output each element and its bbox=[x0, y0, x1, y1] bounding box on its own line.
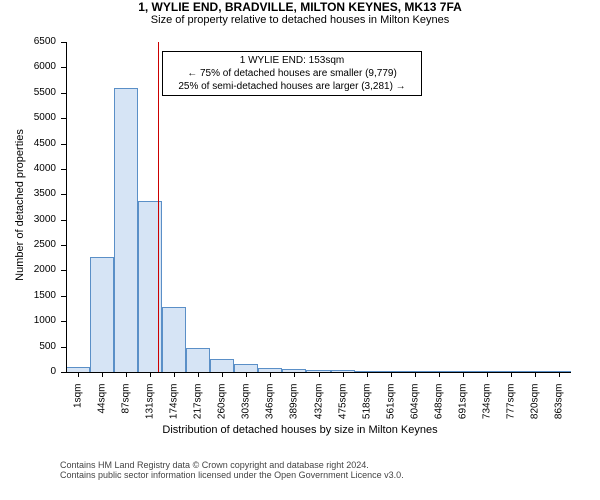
ytick-label: 3500 bbox=[0, 188, 56, 199]
ytick-mark bbox=[61, 296, 66, 297]
xtick-mark bbox=[198, 372, 199, 377]
ytick-mark bbox=[61, 245, 66, 246]
xtick-mark bbox=[246, 372, 247, 377]
ytick-mark bbox=[61, 67, 66, 68]
xtick-mark bbox=[415, 372, 416, 377]
xtick-mark bbox=[343, 372, 344, 377]
xtick-mark bbox=[78, 372, 79, 377]
xtick-mark bbox=[319, 372, 320, 377]
ytick-label: 5000 bbox=[0, 112, 56, 123]
ytick-mark bbox=[61, 347, 66, 348]
bar bbox=[210, 359, 234, 372]
bar bbox=[234, 364, 258, 372]
bar bbox=[186, 348, 210, 372]
bar bbox=[90, 257, 114, 372]
ytick-mark bbox=[61, 220, 66, 221]
ytick-mark bbox=[61, 194, 66, 195]
xtick-mark bbox=[511, 372, 512, 377]
xtick-mark bbox=[367, 372, 368, 377]
ytick-label: 1000 bbox=[0, 315, 56, 326]
xtick-mark bbox=[174, 372, 175, 377]
xtick-mark bbox=[150, 372, 151, 377]
xtick-mark bbox=[222, 372, 223, 377]
bar bbox=[114, 88, 138, 372]
ytick-label: 1500 bbox=[0, 290, 56, 301]
ytick-label: 0 bbox=[0, 366, 56, 377]
ytick-label: 4000 bbox=[0, 163, 56, 174]
y-axis-label: Number of detached properties bbox=[14, 115, 26, 295]
ytick-mark bbox=[61, 144, 66, 145]
bar bbox=[162, 307, 186, 372]
ytick-mark bbox=[61, 321, 66, 322]
reference-line bbox=[158, 42, 159, 372]
xtick-mark bbox=[102, 372, 103, 377]
ytick-label: 6000 bbox=[0, 61, 56, 72]
ytick-label: 2000 bbox=[0, 264, 56, 275]
ytick-mark bbox=[61, 42, 66, 43]
xtick-mark bbox=[487, 372, 488, 377]
annotation-box: 1 WYLIE END: 153sqm ← 75% of detached ho… bbox=[162, 51, 422, 96]
ytick-mark bbox=[61, 270, 66, 271]
ytick-label: 6500 bbox=[0, 36, 56, 47]
xtick-mark bbox=[126, 372, 127, 377]
xtick-mark bbox=[439, 372, 440, 377]
ytick-mark bbox=[61, 93, 66, 94]
xtick-mark bbox=[463, 372, 464, 377]
ytick-label: 4500 bbox=[0, 138, 56, 149]
ytick-mark bbox=[61, 118, 66, 119]
xtick-mark bbox=[535, 372, 536, 377]
annotation-line3: 25% of semi-detached houses are larger (… bbox=[169, 80, 415, 93]
xtick-mark bbox=[391, 372, 392, 377]
xtick-mark bbox=[270, 372, 271, 377]
ytick-label: 5500 bbox=[0, 87, 56, 98]
footer-line2: Contains public sector information licen… bbox=[60, 470, 404, 480]
annotation-line1: 1 WYLIE END: 153sqm bbox=[169, 54, 415, 67]
footer-line1: Contains HM Land Registry data © Crown c… bbox=[60, 460, 404, 470]
ytick-mark bbox=[61, 372, 66, 373]
xtick-mark bbox=[294, 372, 295, 377]
xtick-mark bbox=[559, 372, 560, 377]
ytick-label: 2500 bbox=[0, 239, 56, 250]
page-title: 1, WYLIE END, BRADVILLE, MILTON KEYNES, … bbox=[0, 0, 600, 14]
footer-attribution: Contains HM Land Registry data © Crown c… bbox=[60, 460, 404, 480]
ytick-label: 500 bbox=[0, 341, 56, 352]
y-axis bbox=[66, 42, 67, 372]
annotation-line2: ← 75% of detached houses are smaller (9,… bbox=[169, 67, 415, 80]
x-axis-label: Distribution of detached houses by size … bbox=[0, 424, 600, 436]
ytick-label: 3000 bbox=[0, 214, 56, 225]
page-subtitle: Size of property relative to detached ho… bbox=[0, 14, 600, 26]
ytick-mark bbox=[61, 169, 66, 170]
